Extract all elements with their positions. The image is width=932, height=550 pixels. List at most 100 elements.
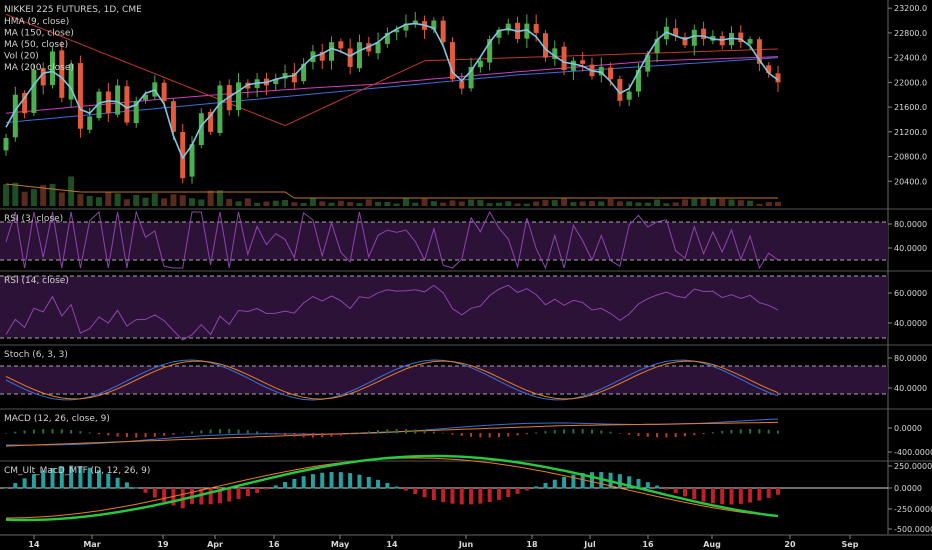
macd-histogram-bar bbox=[404, 429, 407, 434]
macd-histogram-bar bbox=[711, 432, 714, 434]
macd-histogram-bar bbox=[330, 433, 333, 437]
cm-histogram-bar bbox=[152, 488, 157, 498]
candle-body bbox=[608, 67, 614, 80]
macd-histogram-bar bbox=[479, 433, 482, 438]
cm-histogram-bar bbox=[357, 474, 362, 489]
macd-histogram-bar bbox=[423, 430, 426, 434]
macd-histogram-bar bbox=[228, 429, 231, 434]
time-tick-label: 14 bbox=[28, 540, 40, 549]
candle-body bbox=[747, 39, 753, 44]
rsi3-tick-label: 80.0000 bbox=[894, 220, 927, 229]
indicator-legend: MA (200, close) bbox=[4, 63, 74, 73]
candle-body bbox=[217, 85, 223, 133]
cm-histogram-bar bbox=[366, 476, 371, 489]
macd-histogram-bar bbox=[581, 429, 584, 434]
volume-bar bbox=[347, 202, 354, 206]
cm-histogram-bar bbox=[106, 473, 111, 489]
volume-bar bbox=[319, 201, 326, 206]
candle-body bbox=[96, 91, 102, 119]
volume-bar bbox=[77, 194, 84, 206]
time-tick-label: 16 bbox=[642, 540, 654, 549]
rsi14-tick-label: 40.0000 bbox=[894, 319, 927, 328]
macd-histogram-bar bbox=[646, 433, 649, 437]
macd-histogram-bar bbox=[395, 429, 398, 434]
price-tick-label: 23200.0 bbox=[894, 4, 927, 13]
macd-histogram-bar bbox=[191, 431, 194, 434]
macd-tick-label: -400.0000 bbox=[894, 448, 932, 457]
volume-bar bbox=[756, 203, 763, 206]
macd-histogram-bar bbox=[237, 429, 240, 434]
volume-bar bbox=[477, 200, 484, 206]
candle-body bbox=[143, 94, 149, 100]
volume-bar bbox=[644, 202, 651, 206]
cm-histogram-bar bbox=[738, 488, 743, 504]
cm-histogram-bar bbox=[301, 476, 306, 489]
cm-histogram-bar bbox=[571, 474, 576, 489]
volume-bar bbox=[421, 198, 428, 206]
cm-histogram-bar bbox=[524, 488, 529, 491]
macd-histogram-bar bbox=[563, 429, 566, 434]
macd-histogram-bar bbox=[163, 433, 166, 436]
candle-body bbox=[133, 100, 139, 124]
cm-histogram-bar bbox=[59, 466, 64, 489]
candle-body bbox=[236, 82, 242, 111]
cm-histogram-bar bbox=[385, 483, 390, 489]
macd-histogram-bar bbox=[125, 433, 128, 438]
rsi3-line bbox=[5, 210, 779, 270]
macd-histogram-bar bbox=[460, 433, 463, 436]
cm-histogram-bar bbox=[710, 488, 715, 504]
macd-histogram-bar bbox=[600, 430, 603, 434]
cm-histogram-bar bbox=[208, 488, 213, 505]
volume-bar bbox=[561, 198, 568, 206]
volume-bar bbox=[681, 199, 688, 206]
candle-body bbox=[617, 79, 623, 101]
volume-bar bbox=[151, 193, 158, 206]
time-tick-label: Mar bbox=[83, 540, 100, 549]
volume-bar bbox=[254, 202, 261, 206]
volume-bar bbox=[672, 202, 679, 206]
volume-bar bbox=[495, 202, 502, 206]
candle-body bbox=[189, 144, 195, 177]
macd-histogram-bar bbox=[777, 430, 779, 434]
volume-bar bbox=[551, 200, 558, 206]
cm-histogram-bar bbox=[227, 488, 232, 502]
cm-histogram-bar bbox=[720, 488, 725, 505]
cm-histogram-bar bbox=[217, 488, 222, 504]
cm-histogram-bar bbox=[329, 472, 334, 489]
cm-histogram-bar bbox=[645, 482, 650, 489]
cm-histogram-bar bbox=[283, 482, 288, 489]
price-tick-label: 20800.0 bbox=[894, 153, 927, 162]
time-tick-label: Apr bbox=[207, 540, 223, 549]
cm-histogram-bar bbox=[422, 488, 427, 498]
cm-histogram-bar bbox=[543, 482, 548, 489]
macd-histogram-bar bbox=[414, 429, 417, 434]
volume-bar bbox=[709, 198, 716, 206]
cm-tick-label: 250.0000 bbox=[894, 462, 932, 471]
macd-histogram-bar bbox=[497, 433, 500, 438]
price-tick-label: 22800.0 bbox=[894, 29, 927, 38]
volume-bar bbox=[96, 197, 103, 206]
price-tick-label: 22400.0 bbox=[894, 54, 927, 63]
macd-histogram-bar bbox=[88, 432, 91, 434]
hma-line bbox=[5, 22, 779, 160]
time-tick-label: Aug bbox=[703, 540, 721, 549]
macd-histogram-bar bbox=[14, 431, 17, 434]
cm-histogram-bar bbox=[41, 470, 46, 489]
candle-body bbox=[756, 39, 762, 64]
cm-histogram-bar bbox=[534, 486, 539, 489]
price-tick-label: 21200.0 bbox=[894, 128, 927, 137]
volume-bar bbox=[607, 198, 614, 206]
volume-bar bbox=[449, 200, 456, 206]
cm-tick-label: -250.0000 bbox=[894, 505, 932, 514]
volume-bar bbox=[49, 183, 56, 206]
cm-histogram-bar bbox=[338, 472, 343, 489]
macd-histogram-bar bbox=[60, 429, 63, 434]
macd-histogram-bar bbox=[70, 430, 73, 434]
volume-bar bbox=[291, 202, 298, 206]
cm-histogram-bar bbox=[245, 488, 250, 497]
time-tick-label: Jun bbox=[458, 540, 474, 549]
volume-bar bbox=[430, 201, 437, 206]
stoch-k-line bbox=[5, 359, 779, 401]
candle-body bbox=[505, 23, 511, 31]
